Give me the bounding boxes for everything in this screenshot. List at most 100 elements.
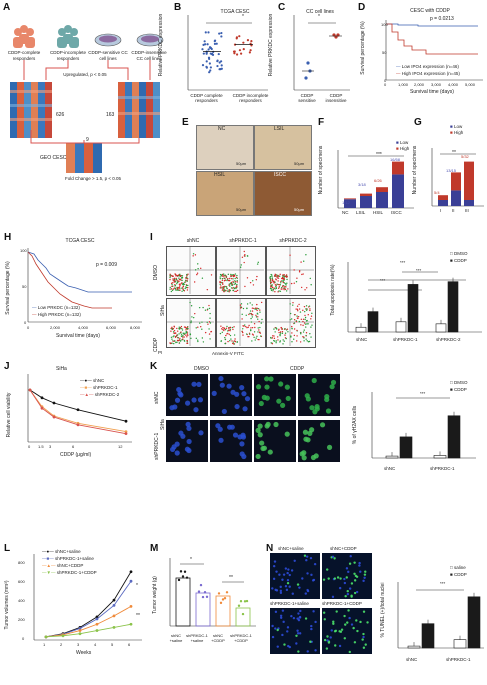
flow-event <box>305 332 308 334</box>
flow-event <box>284 288 287 291</box>
nucleus-1 <box>226 383 232 389</box>
flow-event <box>296 329 298 332</box>
flow-event <box>247 326 250 328</box>
flow-event <box>310 326 312 328</box>
flow-event <box>224 274 226 276</box>
k-sig: *** <box>420 391 426 396</box>
flow-event <box>240 303 243 305</box>
i-col-1: shPRKDC-1 <box>229 238 257 244</box>
flow-event <box>172 281 174 284</box>
tunel-nucleus-3 <box>335 610 338 613</box>
flow-event <box>221 277 224 280</box>
flow-event <box>259 309 261 311</box>
flow-event <box>284 283 287 285</box>
l-xtick-4: 5 <box>111 642 114 647</box>
flow-event <box>269 286 272 288</box>
flow-event <box>197 326 199 328</box>
flow-event <box>278 290 280 292</box>
flow-event <box>276 283 278 286</box>
flow-event <box>235 276 238 279</box>
flow-event <box>175 278 178 281</box>
m-dot-0 <box>185 576 189 579</box>
flow-event <box>236 286 238 288</box>
flow-event <box>293 328 296 330</box>
flow-event <box>298 271 301 273</box>
tunel-nucleus-1 <box>362 579 365 583</box>
flow-event <box>283 274 285 276</box>
flow-event <box>191 316 193 318</box>
n-cat-0: shNC <box>406 657 418 662</box>
i-cat-2: shPRKDC-2 <box>436 337 461 342</box>
l-ytick-2: 400 <box>18 598 25 603</box>
flow-event <box>299 341 302 343</box>
nucleus-4 <box>174 450 180 456</box>
flow-event <box>210 274 213 276</box>
flow-event <box>250 327 252 329</box>
nucleus-5 <box>218 437 224 443</box>
nucleus-5 <box>237 434 243 440</box>
b-dot-0 <box>217 52 220 56</box>
flow-event <box>177 330 179 332</box>
flow-event <box>310 284 312 286</box>
k-row-0: shNC <box>154 391 160 404</box>
panel-d-pval: p = 0.0213 <box>430 16 454 22</box>
flow-event <box>302 320 304 323</box>
l-sig-1: ** <box>136 613 140 619</box>
nucleus-2 <box>255 384 262 390</box>
tunel-nucleus-0 <box>286 571 289 575</box>
b-dot-0 <box>206 43 209 46</box>
flow-event <box>219 332 222 335</box>
d-ytick-100: 100 <box>381 22 388 27</box>
flow-event <box>280 282 282 284</box>
flow-event <box>182 335 184 337</box>
g-label-1: 13/15 <box>446 168 457 173</box>
flow-event <box>281 328 283 331</box>
n-legend-saline: □ saline <box>450 565 466 570</box>
flow-event <box>300 286 303 289</box>
flow-event <box>182 289 185 292</box>
tunel-nucleus-1 <box>353 579 357 582</box>
flow-event <box>243 261 245 264</box>
tunel-nucleus-3 <box>325 647 329 650</box>
flow-event <box>172 288 174 290</box>
flow-event <box>241 330 243 333</box>
flow-event <box>186 326 189 328</box>
nucleus-4 <box>185 421 191 427</box>
flow-event <box>300 318 303 320</box>
flow-event <box>242 328 244 330</box>
nucleus-2 <box>276 398 282 404</box>
b-dot-1 <box>235 37 238 40</box>
nucleus-7 <box>307 430 313 437</box>
flow-event <box>221 289 224 291</box>
point-shNC-1 <box>40 396 44 400</box>
flow-event <box>195 327 197 329</box>
ihc-scale-hsil: 50μm <box>236 207 247 212</box>
panel-label-e: E <box>182 117 189 128</box>
nucleus-5 <box>239 441 245 447</box>
flow-event <box>277 339 279 341</box>
panel-l-ylabel: Tumor volumes (mm³) <box>4 580 10 630</box>
flow-event <box>246 277 249 279</box>
bar-shPRKDC-2-DMSO <box>435 323 447 333</box>
b-dot-1 <box>238 35 241 38</box>
tunel-nucleus-0 <box>279 589 283 593</box>
n-sig: *** <box>440 581 446 586</box>
flow-event <box>291 341 293 343</box>
flow-event <box>172 331 175 333</box>
flow-event <box>181 338 184 341</box>
b-dot-0 <box>205 51 208 54</box>
flow-event <box>219 287 221 289</box>
point-shNC+saline-5 <box>129 570 133 574</box>
tunel-nucleus-3 <box>343 614 346 618</box>
tunel-nucleus-0 <box>290 569 294 572</box>
m-bar-1 <box>195 592 211 627</box>
point-shPRKDC-1+CDDP-2 <box>78 632 82 636</box>
flow-event <box>223 327 225 329</box>
flow-event <box>199 322 201 324</box>
flow-event <box>255 314 257 317</box>
tunel-nucleus-1 <box>333 577 337 580</box>
flow-event <box>220 340 222 343</box>
flow-event <box>169 278 171 281</box>
flow-event <box>293 338 295 340</box>
flow-event <box>256 335 258 338</box>
